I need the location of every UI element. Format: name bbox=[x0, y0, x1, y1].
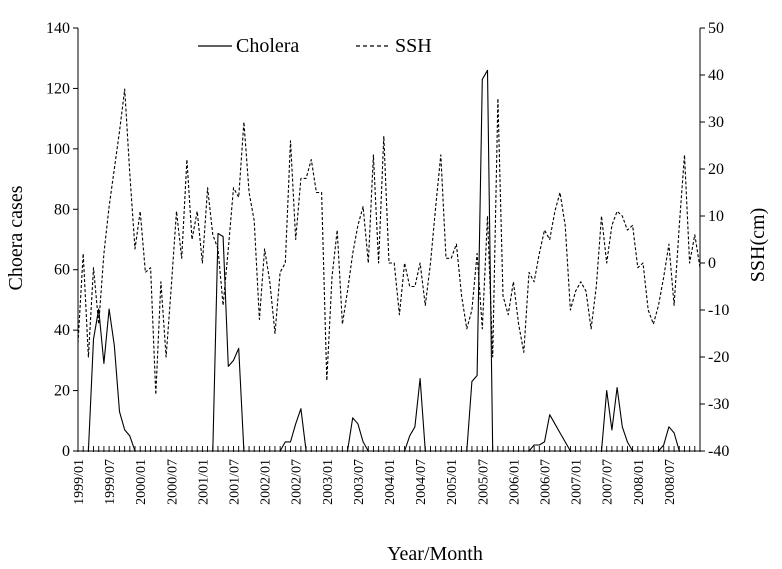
x-tick-label: 2003/01 bbox=[321, 459, 336, 505]
y-right-tick-label: -40 bbox=[708, 443, 729, 460]
y-left-tick-label: 0 bbox=[62, 443, 70, 460]
x-tick-label: 2000/01 bbox=[134, 459, 149, 505]
series-line-cholera bbox=[78, 69, 685, 452]
x-tick-label: 2003/07 bbox=[352, 459, 367, 505]
x-tick-label: 2001/01 bbox=[196, 459, 211, 505]
y-right-tick-label: 40 bbox=[708, 67, 724, 84]
x-tick-label: 2008/01 bbox=[632, 459, 647, 505]
y-right-tick-label: 30 bbox=[708, 114, 724, 131]
x-tick-label: 2001/07 bbox=[228, 459, 243, 505]
y-left-tick-label: 20 bbox=[54, 383, 70, 400]
axes: 0 20 40 60 80 100 120 140 -40 -30 -20 -10 0 10 20 30 40 5… bbox=[46, 20, 729, 505]
y-right-tick-label: 0 bbox=[708, 255, 716, 272]
y-axis-right-title: SSH(cm) bbox=[747, 208, 769, 282]
x-tick-label: 2005/07 bbox=[476, 459, 491, 505]
legend-label-cholera: Cholera bbox=[236, 35, 299, 57]
x-tick-label: 2002/07 bbox=[290, 459, 305, 505]
y-left-tick-label: 40 bbox=[54, 322, 70, 339]
legend: Cholera SSH bbox=[198, 35, 432, 57]
y-right-tick-label: 10 bbox=[708, 208, 724, 225]
y-left-tick-label: 120 bbox=[46, 80, 70, 97]
x-tick-label: 1999/07 bbox=[103, 459, 118, 505]
x-tick-label: 2008/07 bbox=[663, 459, 678, 505]
y-right-tick-label: -30 bbox=[708, 396, 729, 413]
y-left-tick-label: 60 bbox=[54, 262, 70, 279]
x-tick-label: 2006/01 bbox=[507, 459, 522, 505]
x-tick-label: 2000/07 bbox=[165, 459, 180, 505]
x-tick-label: 2007/01 bbox=[570, 459, 585, 505]
x-tick-label: 2007/07 bbox=[601, 459, 616, 505]
legend-label-ssh: SSH bbox=[395, 35, 432, 57]
y-right-tick-label: 50 bbox=[708, 20, 724, 37]
series-line-ssh bbox=[77, 88, 701, 396]
y-axis-left-title: Choera cases bbox=[5, 185, 27, 290]
x-tick-label: 2004/01 bbox=[383, 459, 398, 505]
y-right-tick-label: -20 bbox=[708, 349, 729, 366]
x-tick-label: 2002/01 bbox=[259, 459, 274, 505]
y-right-tick-label: 20 bbox=[708, 161, 724, 178]
x-tick-label: 2005/01 bbox=[445, 459, 460, 505]
x-tick-label: 2004/07 bbox=[414, 459, 429, 505]
x-tick-label: 1999/01 bbox=[72, 459, 87, 505]
y-right-tick-label: -10 bbox=[708, 302, 729, 319]
x-tick-label: 2006/07 bbox=[539, 459, 554, 505]
series-layer bbox=[77, 69, 701, 452]
y-left-tick-label: 80 bbox=[54, 201, 70, 218]
y-left-tick-label: 100 bbox=[46, 141, 70, 158]
y-left-tick-label: 140 bbox=[46, 20, 70, 37]
x-axis-title: Year/Month bbox=[387, 543, 483, 565]
